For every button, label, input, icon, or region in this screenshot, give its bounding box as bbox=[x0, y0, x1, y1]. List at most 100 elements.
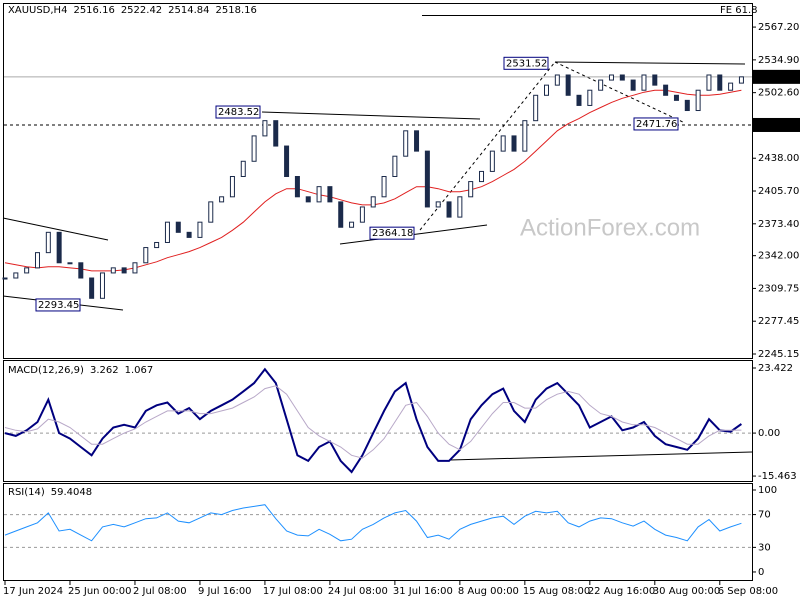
candle bbox=[327, 186, 333, 203]
candle bbox=[251, 135, 257, 162]
low: 2514.84 bbox=[168, 5, 209, 16]
candle bbox=[435, 201, 441, 208]
panel-frames bbox=[3, 3, 753, 581]
trend-line bbox=[261, 111, 481, 120]
candle bbox=[468, 181, 474, 198]
price-title: XAUUSD,H4 2516.16 2522.42 2514.84 2518.16 bbox=[8, 5, 257, 16]
watermark: ActionForex.com bbox=[520, 214, 700, 241]
candle bbox=[175, 221, 181, 233]
candle bbox=[164, 221, 170, 243]
open: 2516.16 bbox=[73, 5, 114, 16]
y-tick-label: 2277.45 bbox=[758, 316, 799, 327]
close: 2518.16 bbox=[216, 5, 257, 16]
candle bbox=[630, 79, 636, 91]
high: 2522.42 bbox=[121, 5, 162, 16]
candle bbox=[229, 176, 235, 198]
candle bbox=[728, 82, 734, 91]
price-label-box bbox=[35, 298, 81, 312]
candle bbox=[403, 130, 409, 157]
candle bbox=[652, 74, 658, 86]
candle bbox=[262, 120, 268, 137]
candle bbox=[359, 206, 365, 223]
candle bbox=[414, 130, 420, 152]
candle bbox=[522, 120, 528, 152]
candle bbox=[219, 196, 225, 203]
candle bbox=[56, 231, 62, 264]
price-panel bbox=[3, 3, 753, 359]
candle bbox=[641, 74, 647, 91]
x-tick-label: 25 Jun 00:00 bbox=[68, 586, 132, 597]
candle bbox=[695, 89, 701, 112]
price-label: 2364.18 bbox=[372, 228, 413, 239]
candle bbox=[619, 74, 625, 81]
candle bbox=[392, 155, 398, 178]
candle bbox=[684, 99, 690, 112]
candle bbox=[576, 94, 582, 106]
series-line bbox=[4, 504, 742, 542]
study-label: FE 61.8 bbox=[720, 5, 758, 16]
y-tick-label: 0 bbox=[758, 567, 764, 578]
y-tick-label: 2405.70 bbox=[758, 186, 799, 197]
y-tick-label: 2534.90 bbox=[758, 55, 799, 66]
y-tick-label: 2245.15 bbox=[758, 349, 799, 360]
y-tick-label: 2342.00 bbox=[758, 251, 799, 262]
price-label-box bbox=[369, 226, 415, 240]
candle bbox=[78, 262, 84, 279]
y-tick-label: 2438.00 bbox=[758, 153, 799, 164]
candle bbox=[240, 160, 246, 178]
candle bbox=[208, 201, 214, 223]
candle bbox=[489, 150, 495, 172]
x-tick-label: 17 Jun 2024 bbox=[3, 586, 63, 597]
price-label-box bbox=[215, 105, 261, 119]
candle bbox=[305, 196, 311, 203]
price-label: 2293.45 bbox=[38, 300, 79, 311]
price-box-label: 2518.16 bbox=[757, 72, 798, 83]
candle bbox=[663, 84, 669, 96]
candle bbox=[13, 272, 19, 279]
candle bbox=[154, 241, 160, 249]
y-tick-label: 23.422 bbox=[758, 363, 793, 374]
candle bbox=[349, 221, 355, 228]
candle bbox=[500, 135, 506, 152]
candle bbox=[554, 74, 560, 86]
rsi-title: RSI(14) 59.4048 bbox=[8, 487, 92, 498]
candle bbox=[316, 186, 322, 203]
macd-title: MACD(12,26,9) 3.262 1.067 bbox=[8, 365, 153, 376]
macd-value: 3.262 bbox=[90, 365, 119, 376]
price-box bbox=[753, 69, 800, 84]
candle bbox=[738, 76, 744, 84]
candle bbox=[544, 84, 549, 96]
candle bbox=[143, 247, 149, 264]
candle bbox=[587, 89, 593, 106]
candle bbox=[67, 262, 73, 265]
candle bbox=[110, 267, 116, 274]
y-tick-label: 100 bbox=[758, 485, 777, 496]
x-tick-label: 6 Sep 08:00 bbox=[718, 586, 778, 597]
candle bbox=[121, 267, 127, 274]
symbol: XAUUSD,H4 bbox=[8, 5, 67, 16]
candle bbox=[706, 74, 712, 91]
candle bbox=[284, 145, 290, 178]
price-box-label: 2470.76 bbox=[757, 120, 798, 131]
macd-name: MACD(12,26,9) bbox=[8, 365, 84, 376]
x-tick-label: 8 Aug 00:00 bbox=[458, 586, 519, 597]
candle bbox=[511, 135, 517, 152]
trend-line bbox=[2, 217, 109, 241]
candle bbox=[479, 170, 485, 183]
candle bbox=[424, 150, 430, 208]
candle bbox=[457, 196, 463, 218]
candle bbox=[673, 94, 679, 101]
series-line bbox=[4, 385, 742, 459]
y-tick-label: 30 bbox=[758, 542, 771, 553]
trend-line bbox=[449, 451, 753, 461]
x-tick-label: 15 Aug 08:00 bbox=[523, 586, 590, 597]
x-tick-label: 17 Jul 08:00 bbox=[263, 586, 323, 597]
price-label: 2483.52 bbox=[218, 107, 259, 118]
x-tick-label: 30 Aug 00:00 bbox=[653, 586, 720, 597]
candle bbox=[186, 231, 192, 238]
candle bbox=[338, 201, 344, 228]
y-tick-label: 0.00 bbox=[758, 428, 780, 439]
signal-value: 1.067 bbox=[125, 365, 154, 376]
candle bbox=[717, 74, 723, 91]
